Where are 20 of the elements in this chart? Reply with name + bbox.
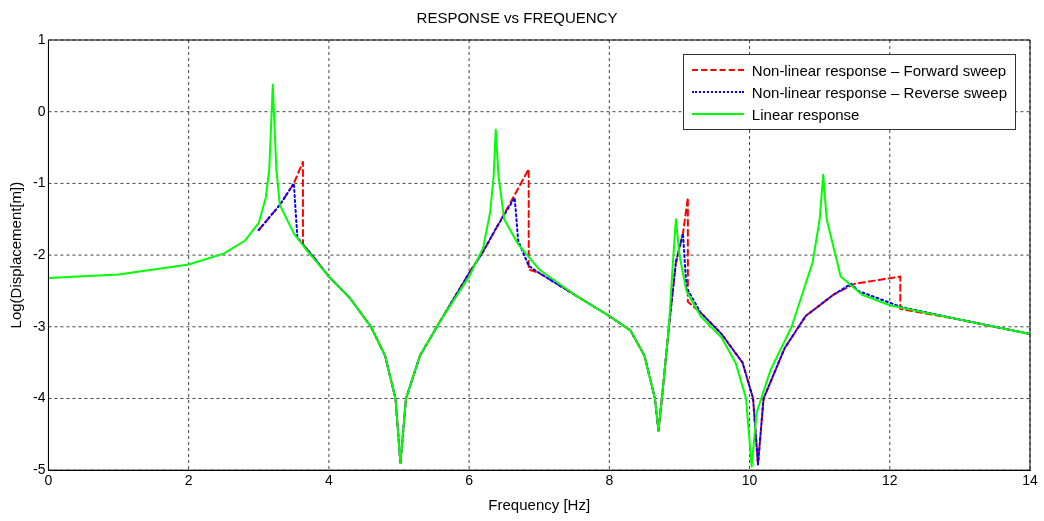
y-tick-label: -1 xyxy=(33,174,46,191)
legend-label: Non-linear response – Reverse sweep xyxy=(751,83,1007,101)
y-axis-title: Log(Displacement[m]) xyxy=(7,181,25,329)
y-tick-label: 1 xyxy=(37,30,46,47)
legend-label: Non-linear response – Forward sweep xyxy=(751,61,1007,79)
x-tick-label: 10 xyxy=(741,472,758,489)
x-tick-label: 4 xyxy=(324,472,333,489)
y-tick-label: -5 xyxy=(33,461,46,478)
y-tick-label: -4 xyxy=(33,389,46,406)
chart-title: RESPONSE vs FREQUENCY xyxy=(416,9,618,27)
x-tick-label: 12 xyxy=(881,472,898,489)
legend-label: Linear response xyxy=(751,105,860,123)
x-tick-label: 8 xyxy=(605,472,614,489)
x-tick-label: 6 xyxy=(465,472,474,489)
x-tick-label: 2 xyxy=(184,472,193,489)
y-tick-label: -3 xyxy=(33,317,46,334)
y-tick-label: 0 xyxy=(37,102,46,119)
x-axis-title: Frequency [Hz] xyxy=(488,496,591,514)
y-tick-label: -2 xyxy=(33,245,46,262)
x-tick-label: 14 xyxy=(1022,472,1038,489)
